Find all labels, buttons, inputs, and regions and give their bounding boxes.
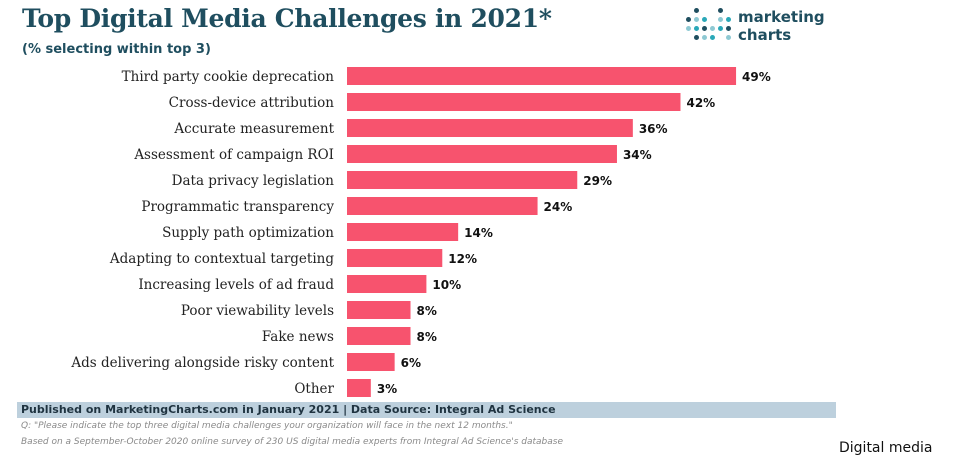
footer-source-bar: Published on MarketingCharts.com in Janu… bbox=[17, 402, 836, 418]
bar bbox=[347, 197, 538, 215]
logo-dot bbox=[710, 26, 715, 31]
bar bbox=[347, 171, 578, 189]
data-label: 3% bbox=[377, 382, 397, 396]
category-label: Programmatic transparency bbox=[141, 199, 334, 215]
bar-chart: Third party cookie deprecation 49% Cross-d… bbox=[70, 67, 771, 397]
bar bbox=[347, 145, 617, 163]
bar bbox=[347, 353, 395, 371]
logo-dot bbox=[718, 17, 723, 22]
logo-dot bbox=[710, 35, 715, 40]
logo-dots-icon bbox=[686, 8, 732, 48]
category-label: Adapting to contextual targeting bbox=[109, 251, 334, 267]
category-label: Other bbox=[294, 381, 334, 397]
logo-dot bbox=[702, 17, 707, 22]
logo-dot bbox=[726, 26, 731, 31]
logo-dot bbox=[702, 26, 707, 31]
data-label: 49% bbox=[742, 70, 771, 84]
category-label: Increasing levels of ad fraud bbox=[138, 277, 334, 293]
data-label: 24% bbox=[544, 200, 573, 214]
category-label: Cross-device attribution bbox=[169, 95, 335, 111]
data-label: 8% bbox=[417, 304, 437, 318]
bar bbox=[347, 119, 633, 137]
category-label: Fake news bbox=[262, 329, 334, 345]
bar bbox=[347, 67, 737, 85]
bar bbox=[347, 327, 411, 345]
methodology-note: Based on a September-October 2020 online… bbox=[21, 437, 563, 447]
data-label: 14% bbox=[464, 226, 493, 240]
bar bbox=[347, 379, 371, 397]
logo-dot bbox=[694, 26, 699, 31]
bar bbox=[347, 93, 681, 111]
category-label: Accurate measurement bbox=[173, 121, 334, 137]
chart-subtitle: (% selecting within top 3) bbox=[22, 42, 211, 57]
category-label: Poor viewability levels bbox=[181, 303, 334, 319]
logo-line-1: marketing bbox=[738, 8, 825, 26]
data-label: 10% bbox=[432, 278, 461, 292]
logo-dot bbox=[718, 26, 723, 31]
logo-dot bbox=[726, 35, 731, 40]
survey-question-note: Q: "Please indicate the top three digita… bbox=[21, 421, 513, 431]
category-label: Supply path optimization bbox=[162, 225, 334, 241]
data-label: 8% bbox=[417, 330, 437, 344]
logo-text: marketing charts bbox=[738, 8, 848, 44]
data-label: 36% bbox=[639, 122, 668, 136]
category-label: Third party cookie deprecation bbox=[122, 69, 335, 85]
bar bbox=[347, 301, 411, 319]
category-label: Ads delivering alongside risky content bbox=[70, 355, 334, 371]
logo-dot bbox=[702, 35, 707, 40]
logo-line-2: charts bbox=[738, 26, 792, 44]
bar bbox=[347, 275, 427, 293]
logo-dot bbox=[694, 8, 699, 13]
logo-dot bbox=[726, 17, 731, 22]
logo-dot bbox=[686, 17, 691, 22]
data-label: 42% bbox=[686, 96, 715, 110]
logo-dot bbox=[694, 17, 699, 22]
data-label: 29% bbox=[583, 174, 612, 188]
logo-dot bbox=[686, 26, 691, 31]
category-label: Assessment of campaign ROI bbox=[133, 147, 334, 163]
data-label: 6% bbox=[401, 356, 421, 370]
logo-dot bbox=[718, 8, 723, 13]
bar bbox=[347, 223, 459, 241]
category-label: Data privacy legislation bbox=[172, 173, 335, 189]
chart-title: Top Digital Media Challenges in 2021* bbox=[22, 4, 552, 33]
bar bbox=[347, 249, 443, 267]
category-label: Digital media bbox=[839, 440, 933, 456]
logo-dot bbox=[694, 35, 699, 40]
data-label: 12% bbox=[448, 252, 477, 266]
data-label: 34% bbox=[623, 148, 652, 162]
